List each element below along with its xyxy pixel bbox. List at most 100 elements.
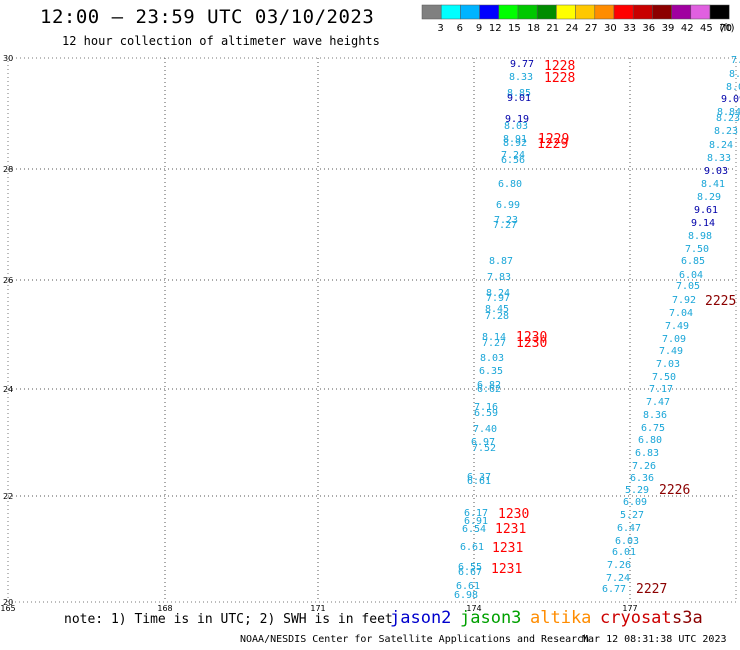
- legend-label: 18: [527, 23, 540, 34]
- wave-height-label: 7.04: [669, 308, 693, 319]
- wave-height-label: 7.24: [501, 150, 525, 161]
- legend-label: 9: [476, 23, 482, 34]
- wave-height-label: 8.: [729, 69, 740, 80]
- chart-subtitle: 12 hour collection of altimeter wave hei…: [62, 34, 380, 48]
- wave-height-label: 8.33: [509, 72, 533, 83]
- wave-height-label: 6.97: [471, 437, 495, 448]
- wave-height-label: 8.92: [503, 138, 527, 149]
- wave-height-label: 6.37: [467, 472, 491, 483]
- wave-height-label: 5.29: [625, 485, 649, 496]
- wave-height-label: 6.56: [501, 155, 525, 166]
- lat-tick-label: 26: [3, 276, 13, 285]
- wave-height-label: 6.54: [462, 524, 486, 535]
- wave-height-label: 8.33: [707, 153, 731, 164]
- wave-height-label: 6.59: [474, 408, 498, 419]
- legend-cryosat: cryosat: [600, 608, 672, 628]
- wave-height-label: 8.91: [503, 134, 527, 145]
- wave-height-label: 7.49: [665, 321, 689, 332]
- wave-height-label: 6.55: [458, 562, 482, 573]
- legend-jason3: jason3: [460, 608, 522, 628]
- pass-time-label: 1229: [537, 137, 568, 152]
- legend-s3a: s3a: [672, 608, 703, 628]
- wave-height-label: 8.84: [717, 107, 740, 118]
- pass-time-label: 1228: [544, 59, 575, 74]
- wave-height-label: 6.61: [460, 542, 484, 553]
- wave-height-label: 8.23: [714, 126, 738, 137]
- wave-height-label: 7.92: [672, 295, 696, 306]
- wave-height-label: 6.17: [464, 508, 488, 519]
- wave-height-label: 7.47: [646, 397, 670, 408]
- legend-unit: (ft): [719, 23, 734, 34]
- wave-height-label: 9.14: [691, 218, 715, 229]
- wave-height-label: 6.09: [623, 497, 647, 508]
- wave-height-label: 9.19: [505, 114, 529, 125]
- wave-height-label: 6.80: [638, 435, 662, 446]
- wave-height-label: 7.49: [659, 346, 683, 357]
- wave-height-label: 7.27: [482, 338, 506, 349]
- wave-height-label: 7.26: [607, 560, 631, 571]
- pass-time-label: 1230: [516, 336, 547, 351]
- legend-label: 21: [546, 23, 559, 34]
- wave-height-label: 6.62: [477, 384, 501, 395]
- lat-tick-label: 30: [3, 54, 13, 63]
- lon-tick-label: 171: [310, 604, 325, 613]
- wave-height-label: 7.24: [606, 573, 630, 584]
- legend-label: 30: [604, 23, 617, 34]
- wave-height-label: 6.61: [467, 476, 491, 487]
- wave-height-label: 7.03: [656, 359, 680, 370]
- lon-tick-label: 174: [466, 604, 481, 613]
- wave-height-label: 7.97: [486, 293, 510, 304]
- wave-height-label: 7.52: [472, 443, 496, 454]
- wave-height-label: 8.23: [716, 113, 740, 124]
- legend-label: 36: [642, 23, 655, 34]
- wave-height-label: 6.91: [464, 516, 488, 527]
- wave-height-label: 8.85: [507, 88, 531, 99]
- wave-height-label: 8.03: [480, 353, 504, 364]
- wave-height-label: 9.01: [507, 93, 531, 104]
- wave-height-label: 8.98: [688, 231, 712, 242]
- map-frame: [7, 57, 737, 603]
- lat-tick-label: 28: [3, 165, 13, 174]
- legend-swatch: [709, 4, 730, 20]
- wave-height-label: 7.50: [685, 244, 709, 255]
- lon-tick-label: 165: [0, 604, 15, 613]
- wave-height-label: 6.80: [498, 179, 522, 190]
- legend-label: 6: [457, 23, 463, 34]
- wave-height-label: 7.27: [493, 220, 517, 231]
- pass-time-label: 2226: [659, 483, 690, 498]
- wave-height-label: 7.17: [649, 384, 673, 395]
- legend-label: 33: [623, 23, 636, 34]
- wave-height-label: 6.98: [454, 590, 478, 601]
- units-note: note: 1) Time is in UTC; 2) SWH is in fe…: [64, 612, 393, 627]
- lat-tick-label: 24: [3, 385, 13, 394]
- wave-height-label: 9.61: [694, 205, 718, 216]
- legend-label: 12: [489, 23, 502, 34]
- wave-height-label: 7.09: [662, 334, 686, 345]
- wave-height-label: 6.83: [635, 448, 659, 459]
- wave-height-label: 6.04: [679, 270, 703, 281]
- wave-height-label: 5.27: [620, 510, 644, 521]
- wave-height-label: 8.24: [486, 288, 510, 299]
- wave-height-label: 9.09: [721, 94, 740, 105]
- chart-title: 12:00 – 23:59 UTC 03/10/2023: [40, 6, 375, 28]
- wave-height-label: 8.14: [482, 332, 506, 343]
- wave-height-label: 6.67: [458, 567, 482, 578]
- wave-height-label: 7.83: [487, 272, 511, 283]
- legend-label: 27: [585, 23, 598, 34]
- legend-label: 3: [437, 23, 443, 34]
- pass-time-label: 1230: [516, 330, 547, 345]
- footer-credit: NOAA/NESDIS Center for Satellite Applica…: [240, 634, 590, 645]
- wave-height-label: 6.75: [641, 423, 665, 434]
- wave-height-label: 7.50: [652, 372, 676, 383]
- wave-height-label: 7.16: [474, 402, 498, 413]
- wave-height-label: 6.01: [612, 547, 636, 558]
- pass-time-label: 1229: [538, 132, 569, 147]
- legend-label: 70: [719, 23, 732, 34]
- wave-height-label: 6.85: [681, 256, 705, 267]
- legend-label: 45: [700, 23, 713, 34]
- wave-height-label: 6.77: [602, 584, 626, 595]
- wave-height-label: 8.87: [489, 256, 513, 267]
- wave-height-label: 9.03: [704, 166, 728, 177]
